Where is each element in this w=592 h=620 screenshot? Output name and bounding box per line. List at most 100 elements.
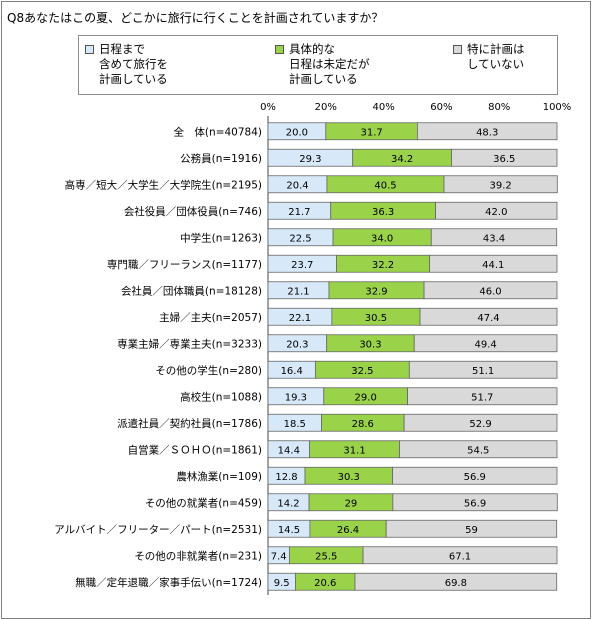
data-label: 34.0 xyxy=(371,233,393,244)
bar-segment xyxy=(399,440,558,459)
data-label: 21.1 xyxy=(287,286,309,297)
bar-segment xyxy=(451,148,558,167)
data-label: 22.1 xyxy=(289,313,311,324)
data-label: 14.4 xyxy=(278,445,300,456)
data-label: 39.2 xyxy=(490,180,512,191)
data-label: 20.0 xyxy=(286,127,308,138)
data-label: 20.6 xyxy=(314,578,336,589)
x-tick-label: 60% xyxy=(430,102,452,113)
bar-segment xyxy=(423,281,558,300)
bar-segment xyxy=(413,334,558,353)
legend-item-no-plan: 特に計画は していない xyxy=(453,42,525,72)
data-label: 36.3 xyxy=(372,207,394,218)
data-label: 67.1 xyxy=(449,551,471,562)
data-label: 32.2 xyxy=(372,260,394,271)
x-tick-label: 0% xyxy=(260,102,276,113)
data-label: 7.4 xyxy=(271,551,287,562)
data-label: 36.5 xyxy=(493,154,515,165)
data-label: 52.9 xyxy=(469,419,491,430)
category-label: 専業主婦／専業主夫(n=3233) xyxy=(117,337,262,350)
data-label: 21.7 xyxy=(288,207,310,218)
bar-segment xyxy=(385,519,558,538)
bar-segment xyxy=(403,413,558,432)
bar-segment xyxy=(443,175,558,194)
bar-segment xyxy=(408,360,558,379)
bar-segment xyxy=(429,254,558,273)
data-label: 14.2 xyxy=(277,498,299,509)
category-label: 会社役員／団体役員(n=746) xyxy=(124,205,262,218)
data-label: 69.8 xyxy=(445,578,467,589)
data-label: 18.5 xyxy=(284,419,306,430)
category-label: 公務員(n=1916) xyxy=(180,152,262,165)
category-label: その他の学生(n=280) xyxy=(155,364,262,377)
data-label: 56.9 xyxy=(464,498,486,509)
category-label: その他の就業者(n=459) xyxy=(145,496,262,509)
data-label: 51.1 xyxy=(472,366,494,377)
data-label: 19.3 xyxy=(285,392,307,403)
bar-segment xyxy=(407,387,558,406)
category-label: 農林漁業(n=109) xyxy=(176,470,262,483)
data-label: 46.0 xyxy=(479,286,501,297)
legend-label: 特に計画は していない xyxy=(467,42,525,71)
data-label: 54.5 xyxy=(467,445,489,456)
data-label: 22.5 xyxy=(289,233,311,244)
category-label: 派遣社員／契約社員(n=1786) xyxy=(117,417,262,430)
data-label: 43.4 xyxy=(483,233,505,244)
data-label: 47.4 xyxy=(477,313,499,324)
data-label: 59 xyxy=(465,525,478,536)
category-label: アルバイト／フリーター／パート(n=2531) xyxy=(54,524,262,536)
bar-segment xyxy=(354,572,558,591)
data-label: 29.3 xyxy=(299,154,321,165)
category-label: 高専／短大／大学生／大学院生(n=2195) xyxy=(65,178,262,191)
category-label: 高校生(n=1088) xyxy=(180,390,262,403)
data-label: 42.0 xyxy=(485,207,507,218)
bar-segment xyxy=(419,307,558,326)
data-label: 56.9 xyxy=(464,472,486,483)
data-label: 32.5 xyxy=(351,366,373,377)
data-label: 31.7 xyxy=(360,127,382,138)
data-label: 40.5 xyxy=(374,180,396,191)
data-label: 29 xyxy=(345,498,358,509)
data-label: 51.7 xyxy=(471,392,493,403)
legend: 日程まで 含めて旅行を 計画している 具体的な 日程は未定だが 計画している 特… xyxy=(78,35,558,95)
data-label: 32.9 xyxy=(365,286,387,297)
legend-swatch xyxy=(453,45,462,54)
data-label: 34.2 xyxy=(391,154,413,165)
data-label: 48.3 xyxy=(476,127,498,138)
bar-segment xyxy=(392,466,558,485)
data-label: 31.1 xyxy=(343,445,365,456)
category-label: 主婦／主夫(n=2057) xyxy=(159,312,262,324)
category-label: その他の非就業者(n=231) xyxy=(134,549,262,562)
data-label: 28.6 xyxy=(352,419,374,430)
x-tick-label: 40% xyxy=(372,102,394,113)
bar-segment xyxy=(417,122,558,141)
data-label: 44.1 xyxy=(482,260,504,271)
category-label: 無職／定年退職／家事手伝い(n=1724) xyxy=(75,576,262,589)
data-label: 29.0 xyxy=(355,392,377,403)
data-label: 9.5 xyxy=(274,578,290,589)
category-label: 自営業／ＳＯＨＯ(n=1861) xyxy=(128,443,262,456)
bar-segment xyxy=(430,228,558,247)
category-label: 専門職／フリーランス(n=1177) xyxy=(107,259,262,271)
data-label: 14.5 xyxy=(278,525,300,536)
legend-label: 日程まで 含めて旅行を 計画している xyxy=(99,42,168,86)
legend-item-planned-no-dates: 具体的な 日程は未定だが 計画している xyxy=(275,42,370,87)
chart-title: Q8あなたはこの夏、どこかに旅行に行くことを計画されていますか？ xyxy=(7,11,384,25)
data-label: 23.7 xyxy=(291,260,313,271)
data-label: 25.5 xyxy=(315,551,337,562)
bar-segment xyxy=(392,493,558,512)
data-label: 20.3 xyxy=(286,339,308,350)
bar-segment xyxy=(362,546,558,565)
category-label: 全 体(n=40784) xyxy=(173,125,262,138)
x-tick-label: 100% xyxy=(543,102,572,113)
x-tick-label: 20% xyxy=(315,102,337,113)
category-label: 中学生(n=1263) xyxy=(180,231,262,244)
x-tick-label: 80% xyxy=(488,102,510,113)
data-label: 12.8 xyxy=(275,472,297,483)
legend-label: 具体的な 日程は未定だが 計画している xyxy=(289,42,370,86)
data-label: 20.4 xyxy=(286,180,308,191)
category-label: 会社員／団体職員(n=18128) xyxy=(121,284,262,297)
legend-swatch xyxy=(85,45,94,54)
data-label: 26.4 xyxy=(337,525,359,536)
